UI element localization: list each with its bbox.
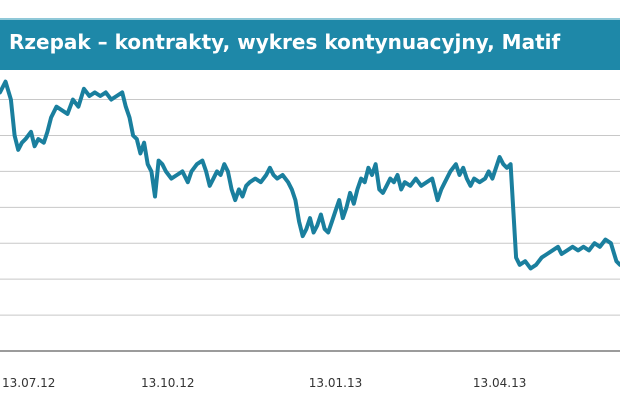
series-line-1	[0, 79, 620, 271]
x-tick-label: 13.04.13	[473, 376, 526, 390]
series-layer	[0, 79, 620, 271]
x-tick-label: 13.07.12	[2, 376, 55, 390]
x-tick-label: 13.10.12	[141, 376, 194, 390]
x-tick-labels: 13.07.12 13.10.12 13.01.13 13.04.13	[2, 376, 526, 390]
chart-title: Rzepak – kontrakty, wykres kontynuacyjny…	[9, 30, 561, 54]
x-tick-label: 13.01.13	[309, 376, 362, 390]
gridlines	[0, 99, 620, 316]
chart-title-bar: Rzepak – kontrakty, wykres kontynuacyjny…	[0, 18, 620, 70]
line-chart: 13.07.12 13.10.12 13.01.13 13.04.13	[0, 79, 620, 390]
